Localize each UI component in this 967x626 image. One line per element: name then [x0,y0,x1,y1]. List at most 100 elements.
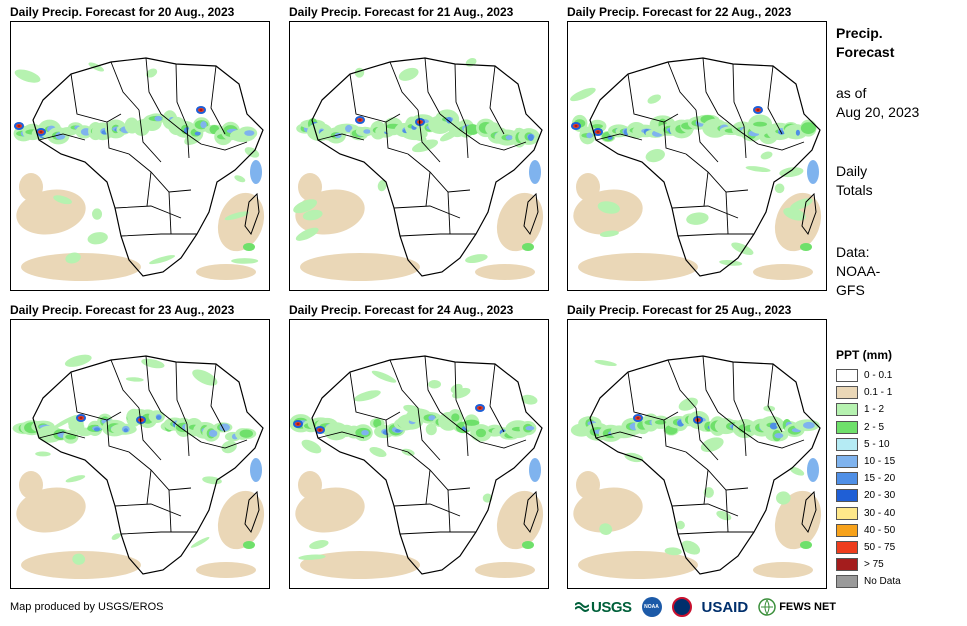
country-border [317,431,365,439]
country-border [725,489,729,533]
precip-area [318,428,322,432]
country-border [732,361,745,425]
country-border [685,451,749,491]
precip-area [243,541,255,549]
precip-area [91,208,103,220]
precip-area [596,130,600,134]
daily-totals-line2: Totals [836,182,873,198]
precip-area [298,471,322,499]
country-border [38,431,86,439]
legend-swatch [836,472,858,486]
precip-area [21,253,141,281]
forecast-heading: Precip. Forecast [836,24,894,62]
legend-item: 0.1 - 1 [836,384,901,401]
usaid-logo-text: USAID [701,598,749,616]
legend-label: 40 - 50 [864,524,896,536]
madagascar-outline [244,192,260,236]
africa-coastline [311,57,543,277]
precip-area [194,131,201,136]
precip-area [425,423,437,436]
precip-area [196,562,256,578]
country-border [757,141,805,151]
precip-area [776,491,791,505]
precip-area [678,397,698,411]
country-border [168,489,172,533]
precip-area [373,418,382,428]
legend-item: 15 - 20 [836,470,901,487]
precip-area [345,124,353,133]
data-source: Data: NOAA- GFS [836,243,880,300]
usgs-logo: USGS [575,599,632,616]
forecast-map-3 [567,21,827,291]
country-border [695,109,719,163]
precip-area [296,422,300,426]
country-border [200,141,248,151]
precip-area [599,230,619,237]
precip-area [354,390,381,402]
country-border [385,121,409,155]
legend-label: 1 - 2 [864,404,885,416]
precip-area [149,255,176,265]
precip-area [521,394,538,405]
precip-area [72,553,86,565]
precip-area [475,562,535,578]
map-credit: Map produced by USGS/EROS [10,601,164,613]
legend-item: 30 - 40 [836,505,901,522]
precip-area [465,124,480,135]
legend-swatch [836,523,858,537]
precip-area [19,471,43,499]
precip-area [64,354,92,367]
legend-item: 0 - 0.1 [836,367,901,384]
precip-area [234,175,246,183]
country-border [145,57,162,115]
precip-area [576,471,600,499]
country-border [702,57,719,115]
country-border [175,361,188,425]
data-source-line2: NOAA- [836,263,881,279]
precip-area [200,121,207,129]
precip-area [358,118,362,122]
precip-area [573,487,643,533]
legend-swatch [836,489,858,503]
country-border [447,191,451,235]
country-border [146,469,152,505]
country-border [667,61,697,111]
precip-area [753,264,813,280]
usaid-seal-icon [671,597,692,617]
country-border [425,171,431,207]
precip-area [221,440,237,454]
country-border [447,489,451,533]
precip-area [298,554,326,560]
country-border [168,191,172,235]
precip-area [428,380,442,389]
country-border [677,233,754,237]
legend-swatch [836,506,858,520]
legend-swatch [836,575,858,589]
precip-area [65,434,77,440]
country-border [479,439,527,449]
country-border [399,531,476,535]
precip-area [125,377,144,382]
precip-area [527,134,534,141]
precip-area [599,523,613,535]
precip-area [300,253,420,281]
madagascar-outline [523,490,539,534]
country-border [120,233,197,237]
country-border [454,63,467,127]
panel-title-3: Daily Precip. Forecast for 22 Aug., 2023 [567,5,792,19]
precip-area [783,207,806,221]
precip-area [636,416,640,420]
precip-legend: 0 - 0.1 0.1 - 1 1 - 2 2 - 5 5 - 10 10 - 15 15 … [836,367,901,590]
country-border [393,205,461,219]
precip-area [716,510,732,521]
country-border [717,113,759,145]
as-of-label: as of [836,85,867,101]
precip-area [146,68,158,78]
precip-area [295,487,365,533]
legend-swatch [836,386,858,400]
precip-area [302,209,323,221]
madagascar-outline [244,490,260,534]
precip-area [16,487,86,533]
legend-swatch [836,540,858,554]
legend-item: 5 - 10 [836,436,901,453]
